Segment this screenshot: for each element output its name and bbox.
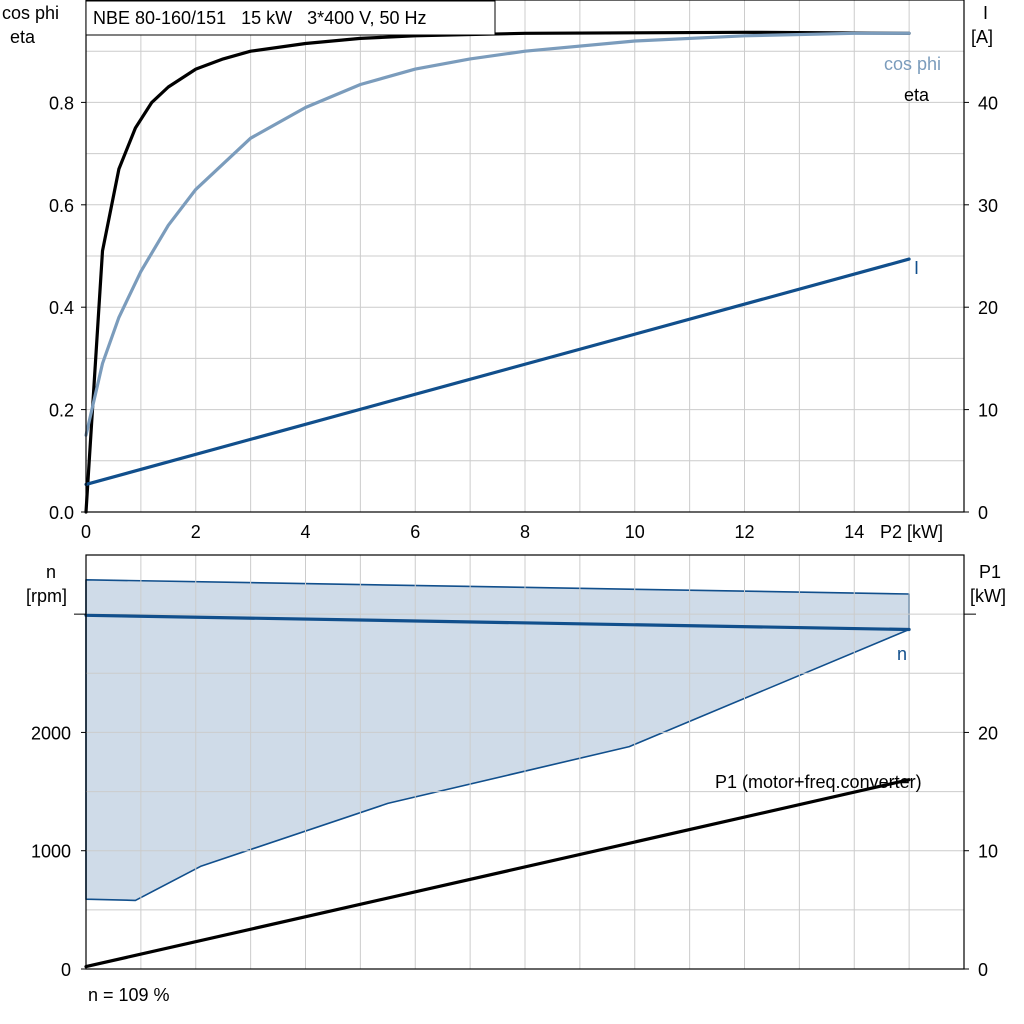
top-left-axis-label-line2: eta <box>10 27 36 47</box>
bottom-chart: 0 1000 2000 0 10 20 n [rpm] P1 [kW] n P1 (mo… <box>26 554 1006 1005</box>
top-left-axis-label-line1: cos phi <box>2 3 59 23</box>
speed-line <box>84 613 911 632</box>
title-box <box>85 0 496 36</box>
top-right-tick-label: 30 <box>978 196 998 216</box>
bottom-right-tick-labels: 0 10 20 <box>964 613 998 980</box>
bottom-left-tick-label: 1000 <box>31 842 71 862</box>
series-label-cosphi: cos phi <box>884 54 941 74</box>
bottom-plot-frame <box>85 554 965 970</box>
cosphi-curve <box>84 31 911 437</box>
top-x-tick-label: 4 <box>300 522 310 542</box>
bottom-grid <box>86 555 964 969</box>
top-x-tick-label: 10 <box>625 522 645 542</box>
top-left-tick-label: 0.6 <box>49 196 74 216</box>
p1-line <box>84 778 911 969</box>
top-right-tick-label: 40 <box>978 93 998 113</box>
top-grid <box>86 0 964 512</box>
series-label-p1: P1 (motor+freq.converter) <box>715 772 922 792</box>
top-x-tick-label: 14 <box>844 522 864 542</box>
top-chart: 0.0 0.2 0.4 0.6 0.8 0 10 20 30 40 0 2 4 6 8 10 12 14 NB… <box>2 0 998 542</box>
bottom-left-tick-labels: 0 1000 2000 <box>31 613 86 980</box>
top-right-tick-label: 20 <box>978 298 998 318</box>
chart-title: NBE 80-160/151 15 kW 3*400 V, 50 Hz <box>93 8 427 28</box>
bottom-left-axis-label-line1: n <box>46 562 56 582</box>
top-left-tick-labels: 0.0 0.2 0.4 0.6 0.8 <box>49 93 86 523</box>
top-x-tick-label: 0 <box>81 522 91 542</box>
top-x-tick-label: 6 <box>410 522 420 542</box>
series-label-speed: n <box>897 644 907 664</box>
top-right-axis-label-line1: I <box>983 3 988 23</box>
top-left-tick-label: 0.8 <box>49 93 74 113</box>
bottom-left-tick-label: 0 <box>61 960 71 980</box>
bottom-left-axis-label-line2: [rpm] <box>26 586 67 606</box>
eta-curve <box>84 30 911 514</box>
bottom-right-tick-label: 0 <box>978 960 988 980</box>
top-x-tick-label: 12 <box>734 522 754 542</box>
top-x-tick-label: 2 <box>191 522 201 542</box>
top-plot-frame <box>85 0 965 513</box>
series-label-current: I <box>914 258 919 278</box>
top-left-tick-label: 0.0 <box>49 503 74 523</box>
bottom-series <box>84 613 911 969</box>
series-label-eta: eta <box>904 85 930 105</box>
top-right-axis-label-line2: [A] <box>971 27 993 47</box>
top-x-axis-label: P2 [kW] <box>880 522 943 542</box>
top-x-tick-labels: 0 2 4 6 8 10 12 14 <box>81 522 864 542</box>
footnote-speed: n = 109 % <box>88 985 170 1005</box>
top-left-tick-label: 0.2 <box>49 401 74 421</box>
top-right-tick-label: 10 <box>978 401 998 421</box>
bottom-right-tick-label: 20 <box>978 723 998 743</box>
top-right-tick-label: 0 <box>978 503 988 523</box>
bottom-left-tick-label: 2000 <box>31 723 71 743</box>
top-right-tick-labels: 0 10 20 30 40 <box>964 93 998 523</box>
bottom-right-axis-label-line2: [kW] <box>970 586 1006 606</box>
bottom-right-axis-label-line1: P1 <box>979 562 1001 582</box>
current-line <box>84 257 911 486</box>
bottom-right-tick-label: 10 <box>978 842 998 862</box>
top-series <box>84 30 911 514</box>
top-x-tick-label: 8 <box>520 522 530 542</box>
top-left-tick-label: 0.4 <box>49 298 74 318</box>
